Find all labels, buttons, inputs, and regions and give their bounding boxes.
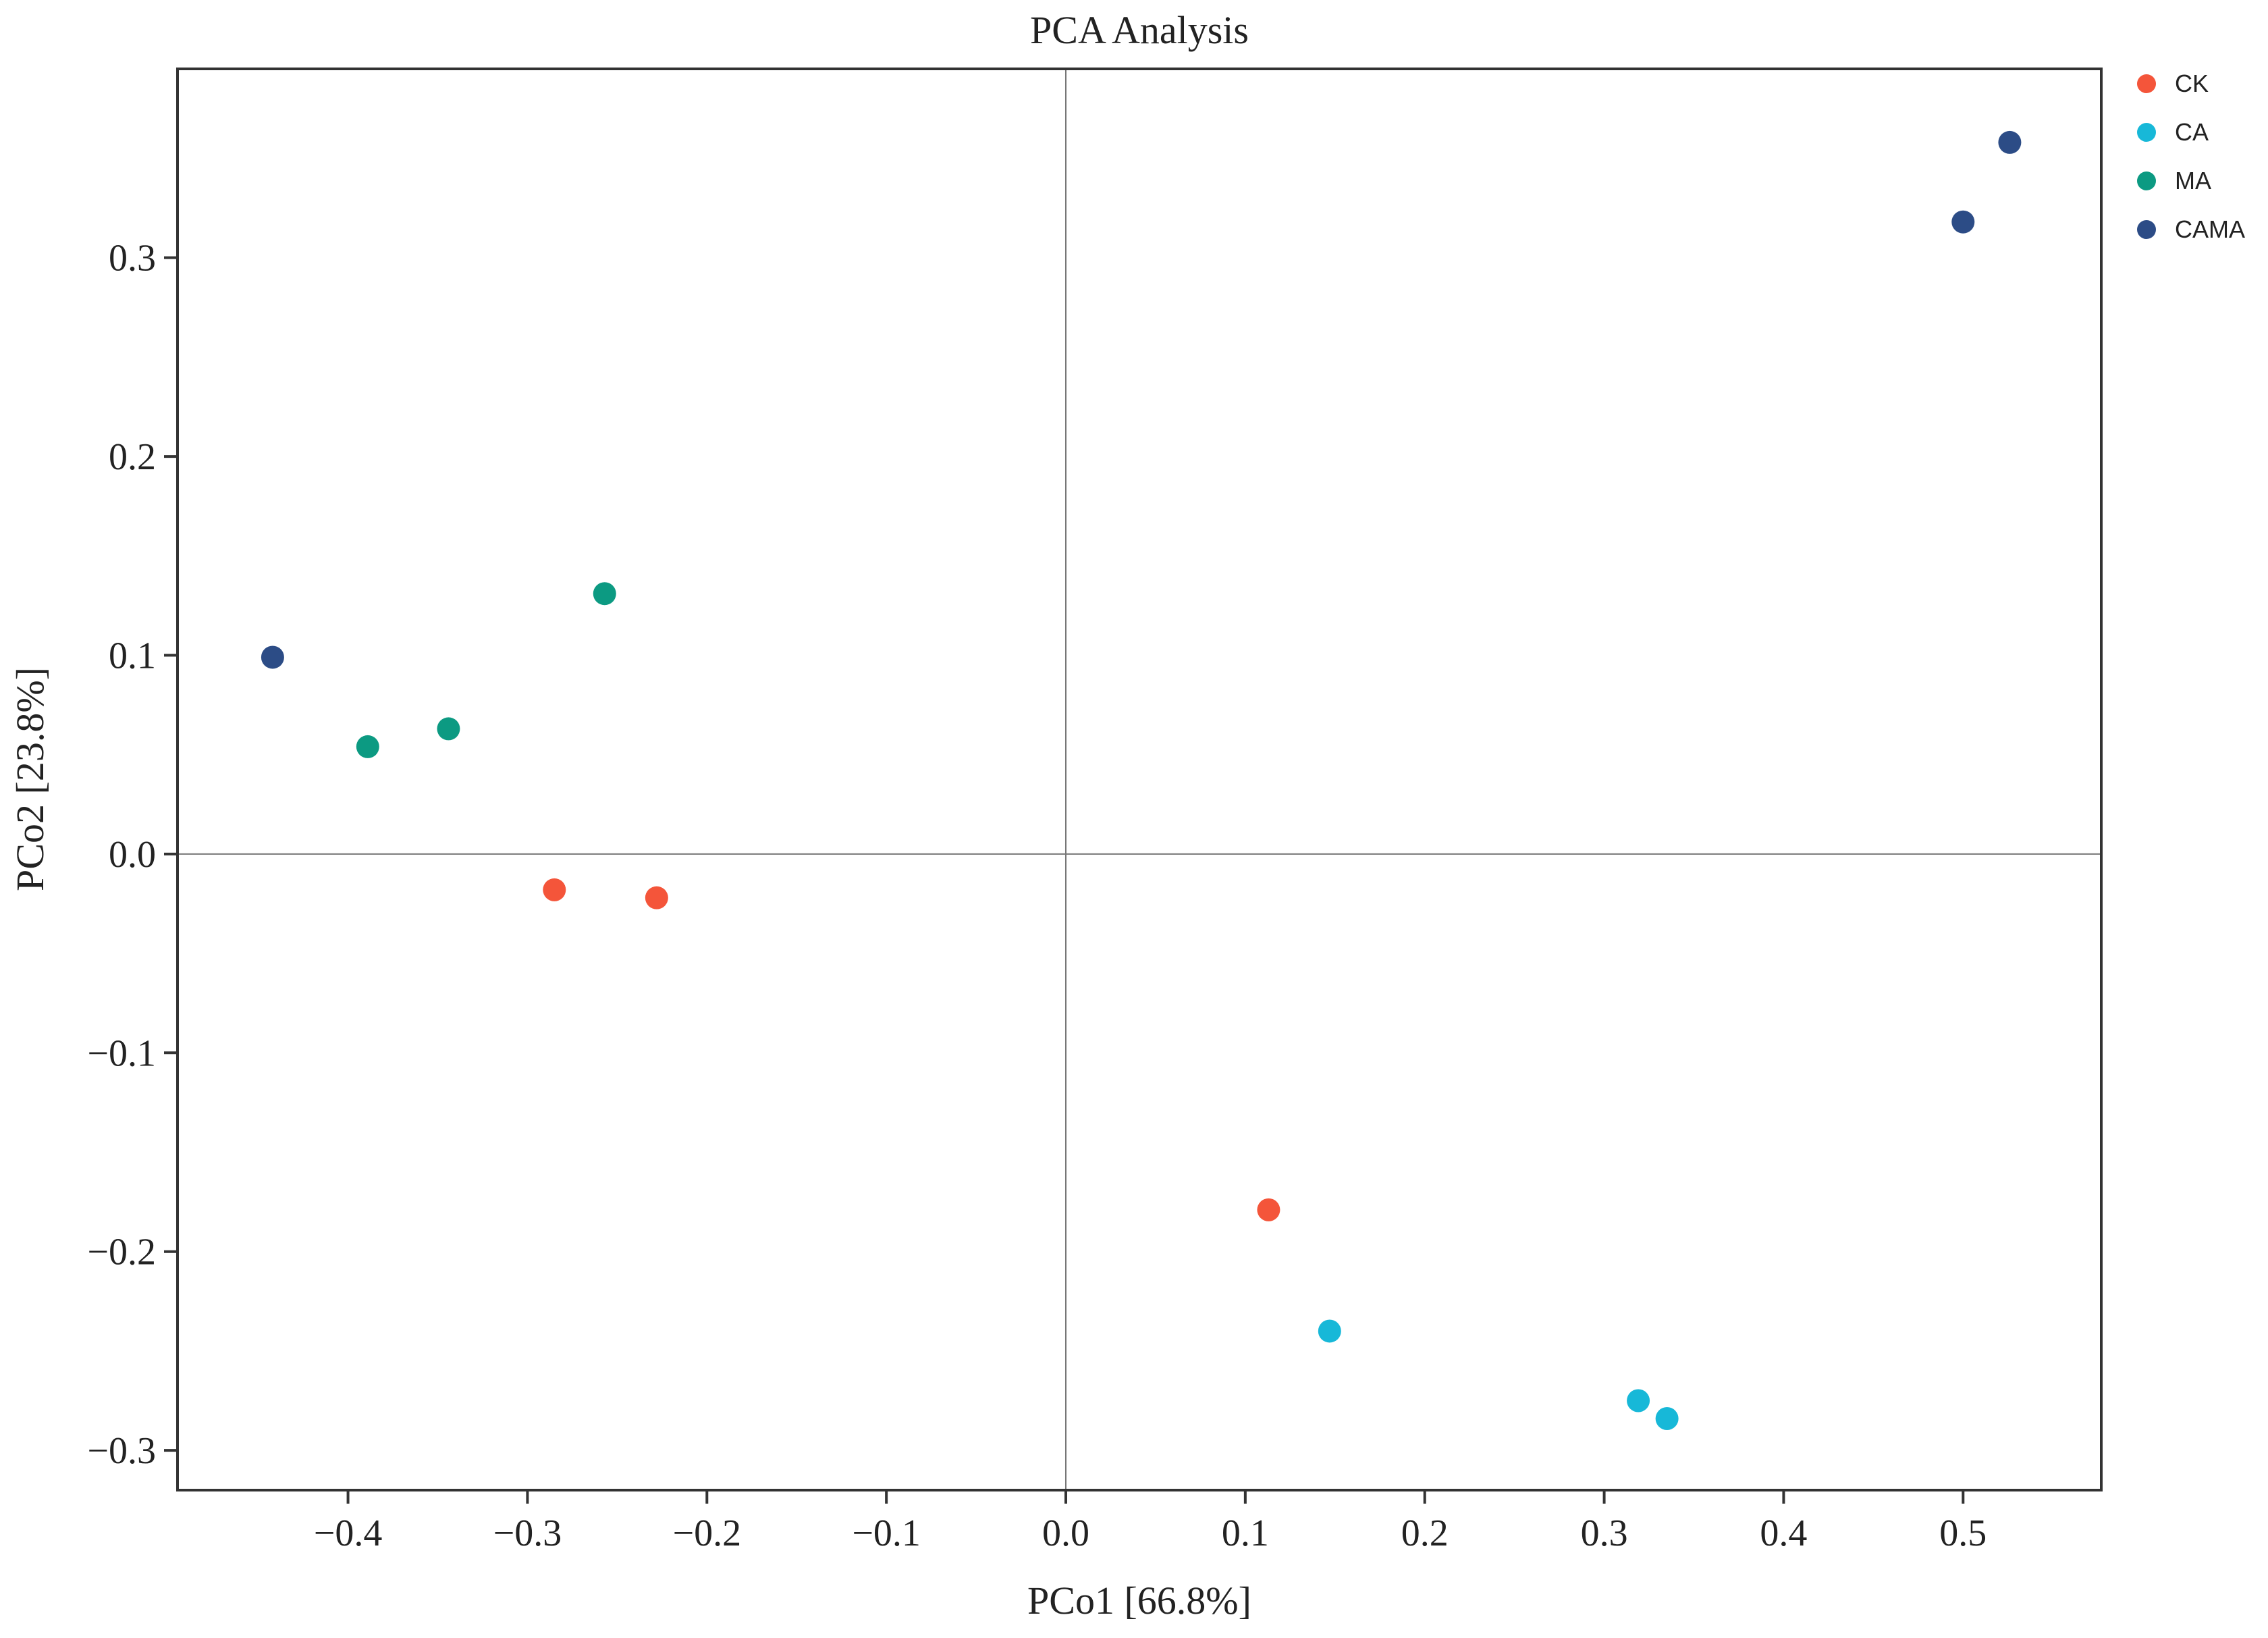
point-cama <box>261 645 284 669</box>
x-tick-label: 0.3 <box>1581 1512 1628 1554</box>
x-tick-label: 0.1 <box>1222 1512 1269 1554</box>
point-ma <box>356 735 379 758</box>
point-ca <box>1655 1407 1679 1431</box>
y-tick-label: 0.2 <box>109 436 156 478</box>
x-axis-label: PCo1 [66.8%] <box>1027 1579 1251 1622</box>
point-ck <box>543 878 566 901</box>
point-cama <box>1951 210 1975 234</box>
plot-frame <box>176 68 2103 1491</box>
y-tick-label: −0.2 <box>87 1232 156 1273</box>
point-ck <box>645 886 668 909</box>
x-tick-label: −0.3 <box>493 1512 562 1554</box>
legend-marker-ma <box>2137 171 2156 190</box>
y-tick-label: −0.1 <box>87 1032 156 1074</box>
x-tick-label: −0.1 <box>852 1512 921 1554</box>
point-ck <box>1257 1198 1280 1221</box>
y-tick-label: 0.0 <box>109 834 156 876</box>
x-tick-label: 0.5 <box>1939 1512 1987 1554</box>
x-axis-ticks: −0.4 −0.3 −0.2 −0.1 0.0 0.1 0.2 0.3 0.4 0.5 <box>314 1490 1987 1554</box>
legend-label-cama: CAMA <box>2175 215 2245 243</box>
y-axis-ticks: 0.3 0.2 0.1 0.0 −0.1 −0.2 −0.3 <box>87 238 178 1472</box>
legend-marker-ck <box>2137 74 2156 93</box>
x-tick-label: −0.2 <box>672 1512 741 1554</box>
legend-marker-ca <box>2137 123 2156 142</box>
legend-marker-cama <box>2137 220 2156 239</box>
point-ca <box>1627 1389 1650 1412</box>
x-tick-label: 0.2 <box>1401 1512 1449 1554</box>
y-tick-label: −0.3 <box>87 1430 156 1472</box>
y-tick-label: 0.1 <box>109 635 156 677</box>
chart-title: PCA Analysis <box>1030 8 1249 52</box>
x-tick-label: 0.4 <box>1760 1512 1807 1554</box>
x-tick-label: −0.4 <box>314 1512 383 1554</box>
point-ma <box>437 717 460 741</box>
x-tick-label: 0.0 <box>1042 1512 1089 1554</box>
legend-label-ma: MA <box>2175 167 2211 194</box>
y-tick-label: 0.3 <box>109 238 156 280</box>
zero-lines <box>178 69 2101 1490</box>
data-points <box>261 130 2022 1431</box>
legend-label-ck: CK <box>2175 70 2209 97</box>
legend-label-ca: CA <box>2175 118 2209 146</box>
point-ca <box>1318 1319 1341 1343</box>
point-ma <box>593 582 616 606</box>
y-axis-label: PCo2 [23.8%] <box>8 667 52 891</box>
point-cama <box>1998 130 2022 154</box>
